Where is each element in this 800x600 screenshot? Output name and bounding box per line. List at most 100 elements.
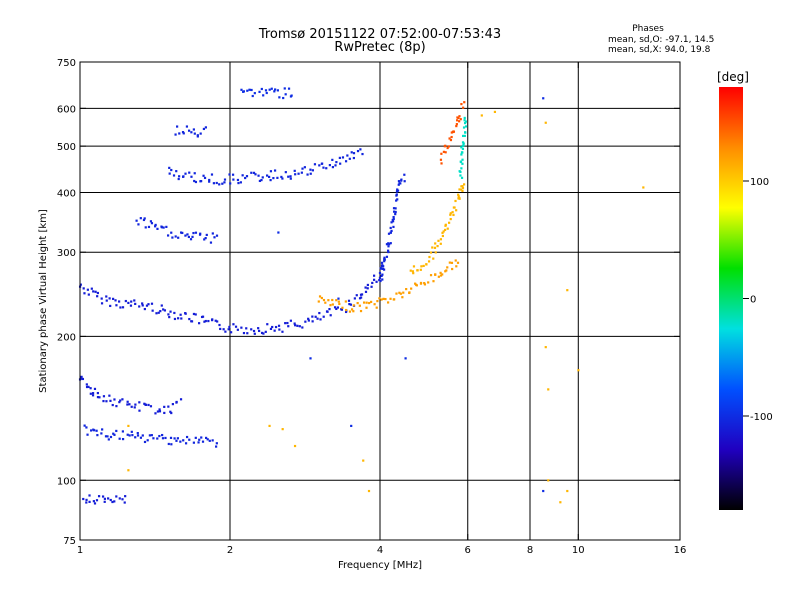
data-point — [168, 166, 171, 169]
data-point — [124, 495, 127, 498]
data-point — [192, 312, 196, 316]
data-point — [252, 329, 256, 333]
data-point — [101, 428, 104, 431]
data-point — [328, 164, 331, 167]
data-point — [202, 127, 206, 131]
data-point — [194, 313, 197, 316]
data-point — [133, 406, 136, 409]
data-point — [394, 210, 397, 214]
data-point — [155, 312, 158, 315]
data-point — [344, 300, 347, 303]
data-point — [454, 259, 457, 262]
data-point — [361, 152, 364, 156]
data-point — [360, 293, 364, 296]
data-point — [439, 238, 443, 241]
data-point — [113, 500, 116, 503]
data-point — [289, 177, 292, 180]
data-point — [184, 312, 187, 315]
data-point — [176, 125, 179, 128]
data-point — [445, 269, 448, 272]
data-point — [160, 304, 163, 307]
data-point — [276, 176, 279, 179]
data-point — [449, 213, 452, 216]
colorbar-ticks: 100 0 -100 — [743, 177, 773, 423]
data-point — [460, 102, 463, 106]
data-point — [457, 195, 460, 198]
data-point — [126, 400, 129, 403]
y-tick-label: 200 — [57, 332, 76, 343]
data-point — [356, 149, 360, 153]
data-point — [389, 242, 392, 245]
data-point — [398, 291, 401, 294]
data-point — [208, 439, 211, 442]
data-point — [83, 292, 86, 295]
data-point — [266, 323, 269, 326]
data-point — [246, 89, 249, 92]
data-point — [157, 311, 160, 314]
data-point — [274, 325, 278, 329]
data-point — [464, 120, 467, 123]
data-point — [412, 265, 416, 268]
data-point — [442, 150, 446, 153]
data-point — [87, 385, 90, 388]
y-tick-label: 600 — [57, 104, 76, 115]
data-point — [390, 229, 393, 233]
data-point — [85, 501, 88, 504]
data-point — [250, 171, 253, 174]
data-point — [177, 236, 180, 239]
data-point — [228, 173, 231, 176]
data-point — [306, 173, 309, 176]
data-point — [262, 332, 265, 335]
data-point — [455, 265, 458, 268]
data-point — [169, 310, 172, 313]
data-point — [162, 308, 165, 311]
data-point — [119, 306, 122, 309]
data-point — [389, 297, 392, 300]
data-point — [143, 217, 146, 220]
data-point — [81, 377, 85, 381]
data-point — [194, 180, 198, 184]
data-point — [167, 313, 170, 316]
data-point — [321, 162, 324, 165]
colorbar-tick-label: 0 — [750, 295, 756, 306]
data-point — [242, 90, 245, 93]
data-point — [121, 430, 124, 433]
data-point — [205, 436, 208, 440]
data-point — [386, 249, 390, 252]
data-point — [379, 267, 383, 270]
data-point — [253, 332, 256, 335]
data-point — [366, 283, 369, 287]
data-point — [335, 307, 338, 311]
data-point — [173, 317, 177, 321]
data-point — [439, 274, 443, 277]
data-point — [396, 198, 399, 201]
data-point — [442, 230, 445, 233]
data-point — [103, 500, 106, 503]
data-point — [355, 294, 358, 297]
data-point — [172, 174, 176, 177]
data-point — [182, 132, 185, 135]
data-point — [127, 301, 130, 305]
data-point — [96, 434, 99, 437]
data-point — [318, 164, 321, 167]
data-point — [451, 211, 454, 214]
data-point — [134, 403, 137, 406]
data-point — [577, 369, 580, 372]
data-point — [462, 126, 466, 129]
data-point — [115, 405, 118, 408]
data-point — [179, 398, 183, 401]
data-point — [176, 437, 179, 440]
data-point — [338, 302, 341, 306]
data-point — [200, 180, 203, 183]
data-point — [198, 438, 201, 441]
data-point — [181, 131, 185, 134]
data-point — [314, 315, 317, 318]
data-point — [109, 435, 113, 439]
data-point — [286, 321, 289, 325]
data-point — [245, 175, 249, 178]
data-point — [450, 135, 453, 139]
data-point — [461, 189, 464, 193]
y-tick-label: 750 — [57, 58, 76, 69]
data-point — [370, 300, 373, 304]
data-point — [144, 226, 147, 229]
